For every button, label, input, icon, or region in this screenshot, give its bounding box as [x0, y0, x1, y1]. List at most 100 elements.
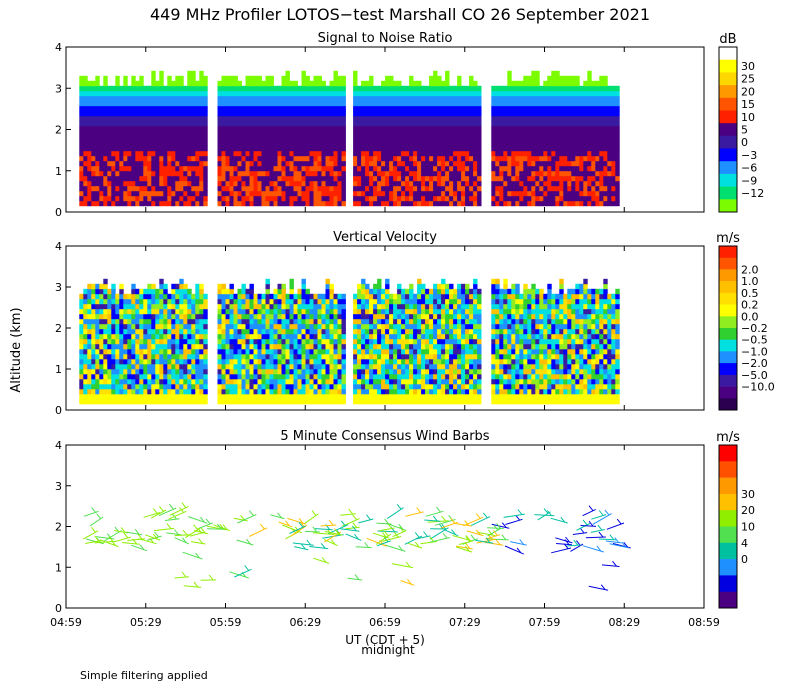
vv-heat-cell-b0: [163, 303, 168, 310]
snr-heat-cell-b0: [155, 140, 160, 147]
snr-heat-cell-b2: [461, 90, 466, 97]
snr-heat-cell-b3: [551, 80, 556, 87]
snr-heat-cell-b1: [269, 90, 274, 97]
snr-heat-cell-b2: [357, 160, 362, 167]
vv-heat-cell-b1: [245, 303, 250, 310]
snr-heat-cell-b1: [273, 185, 278, 192]
snr-heat-cell-b3: [575, 110, 580, 117]
snr-heat-cell-b2: [353, 95, 358, 102]
vv-heat-cell-b2: [361, 308, 366, 315]
snr-heat-cell-b1: [285, 180, 290, 187]
snr-heat-cell-b3: [535, 115, 540, 122]
snr-heat-cell-b0: [99, 155, 104, 162]
vv-heat-cell-b2: [381, 308, 386, 315]
snr-heat-cell-b1: [305, 85, 310, 92]
snr-heat-cell-b1: [329, 120, 334, 127]
snr-heat-cell-b2: [445, 80, 450, 87]
snr-heat-cell-b3: [527, 175, 532, 182]
vv-heat-cell-b0: [131, 358, 136, 365]
snr-heat-cell-b3: [547, 135, 552, 142]
snr-heat-cell-b1: [277, 145, 282, 152]
snr-heat-cell-b3: [519, 140, 524, 147]
vv-heat-cell-b0: [203, 348, 208, 355]
snr-heat-cell-b2: [457, 130, 462, 137]
vv-heat-cell-b0: [187, 383, 192, 390]
snr-heat-cell-b0: [111, 195, 116, 202]
snr-heat-cell-b2: [421, 95, 426, 102]
vv-heat-cell-b1: [341, 298, 346, 305]
vv-heat-cell-b2: [381, 373, 386, 380]
snr-heat-cell-b2: [361, 170, 366, 177]
snr-heat-cell-b1: [273, 95, 278, 102]
snr-heat-cell-b0: [199, 190, 204, 197]
snr-heat-cell-b3: [491, 125, 496, 132]
snr-heat-cell-b0: [111, 200, 116, 207]
snr-heat-cell-b3: [599, 130, 604, 137]
snr-heat-cell-b1: [241, 160, 246, 167]
vv-heat-cell-b1: [309, 353, 314, 360]
snr-heat-cell-b0: [159, 130, 164, 137]
snr-colorbar-label: 5: [741, 124, 748, 137]
snr-heat-cell-b0: [147, 140, 152, 147]
vv-heat-cell-b1: [325, 338, 330, 345]
snr-heat-cell-b2: [437, 115, 442, 122]
vv-heat-cell-b0: [203, 398, 208, 405]
snr-heat-cell-b0: [163, 200, 168, 207]
snr-heat-cell-b3: [591, 130, 596, 137]
vv-heat-cell-b1: [293, 353, 298, 360]
snr-heat-cell-b0: [191, 175, 196, 182]
vv-heat-cell-b1: [317, 398, 322, 405]
snr-heat-cell-b3: [571, 130, 576, 137]
snr-heat-cell-b1: [257, 125, 262, 132]
snr-heat-cell-b1: [253, 140, 258, 147]
vv-heat-cell-b1: [265, 373, 270, 380]
vv-heat-cell-b1: [325, 348, 330, 355]
vv-heat-cell-b0: [191, 368, 196, 375]
vv-heat-cell-b0: [167, 378, 172, 385]
snr-heat-cell-b0: [115, 195, 120, 202]
snr-heat-cell-b3: [575, 100, 580, 107]
snr-heat-cell-b0: [127, 115, 132, 122]
vv-heat-cell-b0: [135, 293, 140, 300]
snr-heat-cell-b2: [469, 95, 474, 102]
vv-heat-cell-b0: [103, 318, 108, 325]
vv-heat-cell-b1: [293, 293, 298, 300]
vv-heat-cell-b2: [353, 353, 358, 360]
snr-heat-cell-b2: [365, 150, 370, 157]
vv-heat-cell-b2: [373, 293, 378, 300]
vv-heat-cell-b0: [151, 308, 156, 315]
snr-heat-cell-b0: [95, 180, 100, 187]
snr-heat-cell-b2: [361, 115, 366, 122]
snr-heat-cell-b1: [281, 125, 286, 132]
vv-heat-cell-b0: [111, 393, 116, 400]
snr-heat-cell-b2: [397, 180, 402, 187]
snr-heat-cell-b1: [233, 165, 238, 172]
snr-heat-cell-b2: [365, 125, 370, 132]
vv-heat-cell-b0: [195, 293, 200, 300]
vv-heat-cell-b1: [309, 388, 314, 395]
snr-heat-cell-b2: [393, 175, 398, 182]
vv-heat-cell-b0: [159, 318, 164, 325]
vv-heat-cell-b1: [265, 378, 270, 385]
vv-heat-cell-b1: [245, 308, 250, 315]
vv-heat-cell-b0: [183, 348, 188, 355]
vv-heat-cell-b2: [353, 358, 358, 365]
snr-heat-cell-b2: [397, 100, 402, 107]
snr-heat-cell-b0: [119, 85, 124, 92]
snr-heat-cell-b0: [115, 160, 120, 167]
snr-heat-cell-b2: [357, 185, 362, 192]
snr-colorbar-swatch: [719, 97, 737, 111]
snr-heat-cell-b2: [437, 170, 442, 177]
snr-heat-cell-b3: [543, 185, 548, 192]
snr-heat-cell-b3: [535, 140, 540, 147]
snr-heat-cell-b2: [381, 95, 386, 102]
snr-heat-cell-b0: [155, 195, 160, 202]
snr-heat-cell-b2: [381, 115, 386, 122]
snr-heat-cell-b3: [599, 190, 604, 197]
vv-heat-cell-b1: [305, 313, 310, 320]
vv-heat-cell-b0: [115, 388, 120, 395]
vv-heat-cell-b1: [225, 328, 230, 335]
vv-heat-cell-b0: [95, 293, 100, 300]
vv-heat-cell-b0: [123, 313, 128, 320]
vv-heat-cell-b1: [273, 398, 278, 405]
